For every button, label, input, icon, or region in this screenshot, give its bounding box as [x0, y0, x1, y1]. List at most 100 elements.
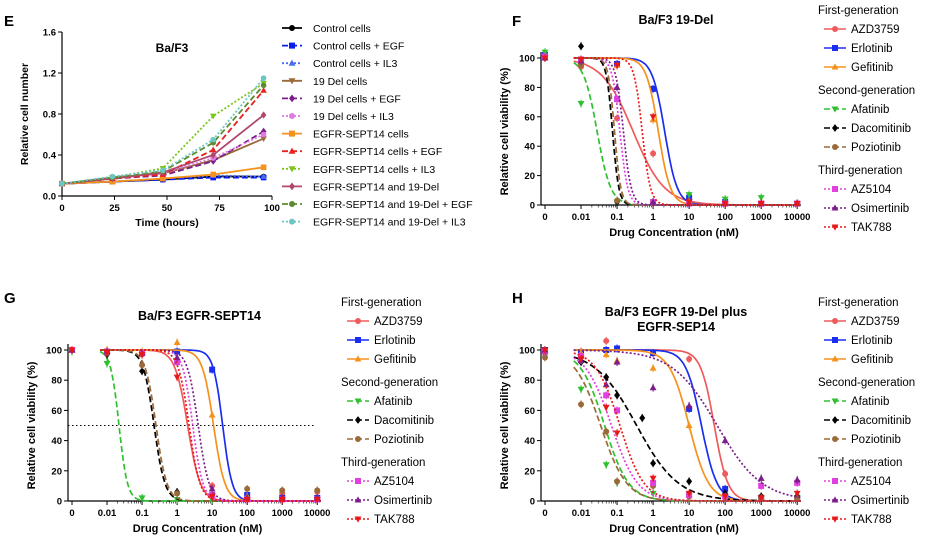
panel-f-legend-group: Third-generation — [818, 165, 902, 177]
panel-f-legend-label: TAK788 — [851, 222, 892, 234]
panel-g-x-tick-label: 10 — [207, 508, 218, 519]
panel-e-data-point — [210, 157, 216, 165]
panel-e-legend-marker — [289, 130, 295, 137]
panel-h-x-tick-label: 10 — [684, 508, 695, 519]
panel-h-x-tick-label: 0.01 — [572, 508, 591, 519]
panel-h-data-point — [722, 485, 729, 492]
panel-f-legend-marker — [832, 144, 838, 150]
panel-h-data-point — [602, 462, 610, 469]
panel-h-data-point — [757, 474, 765, 481]
panel-g-series-erlotinib — [69, 346, 321, 502]
panel-h-legend-label: AZD3759 — [851, 316, 900, 328]
panel-e-data-point — [260, 87, 267, 93]
panel-g-data-point — [208, 485, 216, 492]
panel-h-data-point — [577, 386, 585, 393]
panel-f-legend-entry: TAK788 — [824, 222, 892, 234]
panel-f-series-azd3759 — [542, 52, 801, 208]
panel-f-legend-label: AZD3759 — [851, 24, 900, 36]
panel-f-legend-label: Dacomitinib — [851, 123, 911, 135]
panel-h-fit-curve — [573, 352, 801, 502]
panel-e-data-point — [260, 82, 267, 89]
panel-h-data-point — [722, 470, 729, 477]
panel-h-legend-group: Second-generation — [818, 377, 915, 389]
panel-g-legend-marker — [354, 496, 362, 503]
panel-e-legend-marker — [288, 78, 296, 85]
panel-g-data-point — [243, 496, 251, 504]
panel-e-legend-marker — [289, 25, 295, 31]
panel-e-data-point — [210, 171, 216, 178]
panel-h-legend-marker — [831, 398, 839, 405]
panel-e-legend-marker — [289, 201, 295, 207]
panel-h-legend-marker — [831, 516, 839, 523]
panel-e-x-tick-label: 0 — [59, 203, 64, 214]
panel-h-data-point — [685, 402, 693, 409]
panel-g-x-tick-label: 100 — [239, 508, 255, 519]
panel-g-data-point — [174, 348, 181, 355]
panel-f-fit-curve — [573, 57, 801, 206]
panel-h-x-tick-label: 10000 — [784, 508, 810, 519]
panel-g-legend-marker — [354, 398, 362, 405]
panel-f-legend-marker — [831, 224, 839, 231]
panel-g-data-point — [173, 374, 181, 381]
panel-e-legend-entry: EGFR-SEPT14 cells + IL3 — [282, 164, 435, 176]
panel-e-data-point — [260, 164, 267, 171]
panel-e-legend-entry: Control cells + IL3 — [282, 58, 397, 70]
panel-g-legend-label: TAK788 — [374, 514, 415, 526]
panel-f-legend-entry: AZD3759 — [824, 24, 900, 36]
panel-g-fit-curve — [100, 349, 321, 502]
panel-h-legend-marker — [831, 496, 839, 503]
panel-h-legend-marker — [832, 416, 838, 424]
panel-f-legend-entry: Dacomitinib — [824, 123, 911, 135]
panel-f-legend-marker — [832, 186, 838, 192]
panel-g-legend-label: AZD3759 — [374, 316, 423, 328]
panel-g-legend-entry: AZ5104 — [347, 476, 415, 488]
panel-h-data-point — [577, 356, 585, 363]
panel-h-x-label: Drug Concentration (nM) — [609, 523, 739, 535]
panel-g-fit-curve — [100, 349, 321, 502]
panel-f-series-az5104 — [542, 52, 801, 208]
panel-f-legend-entry: Osimertinib — [824, 203, 909, 215]
panel-e-data-point — [210, 151, 216, 159]
panel-e-legend-entry: EGFR-SEPT14 and 19-Del + EGF — [282, 199, 473, 211]
panel-g-legend-entry: Dacomitinib — [347, 415, 434, 427]
panel-f-legend-label: Osimertinib — [851, 203, 909, 215]
panel-g-legend-marker — [354, 516, 362, 523]
panel-h-y-tick-label: 80 — [524, 376, 535, 387]
panel-h-data-point — [613, 430, 621, 437]
panel-g-x-tick-label: 10000 — [304, 508, 330, 519]
panel-f-data-point — [578, 62, 585, 69]
panel-h-data-point — [649, 364, 657, 371]
panel-h-data-point — [542, 354, 548, 361]
panel-e-legend-label: EGFR-SEPT14 and 19-Del + EGF — [313, 199, 473, 211]
panel-h-legend-label: AZ5104 — [851, 476, 892, 488]
panel-e-legend-label: EGFR-SEPT14 and 19-Del + IL3 — [313, 217, 466, 229]
panel-e-legend-entry: 19 Del cells — [282, 76, 367, 88]
panel-e-legend-label: 19 Del cells + EGF — [313, 93, 401, 105]
panel-f-y-tick-label: 40 — [524, 142, 535, 153]
panel-h-data-point — [649, 475, 657, 482]
panel-h-legend-entry: Afatinib — [824, 396, 889, 408]
panel-h-y-tick-label: 100 — [519, 346, 535, 357]
panel-e-y-tick-label: 1.6 — [43, 28, 56, 39]
panel-f-series-erlotinib — [542, 51, 801, 208]
panel-e-legend-entry: EGFR-SEPT14 cells — [282, 129, 409, 141]
panel-h-x-tick-label: 0.1 — [610, 508, 624, 519]
panel-e-data-point — [209, 146, 217, 153]
panel-h-legend-marker — [832, 318, 838, 324]
panel-f-x-tick-label: 1000 — [751, 212, 772, 223]
panel-g-data-point — [313, 496, 321, 504]
panel-e-data-point — [260, 131, 267, 138]
panel-f-y-label: Relative cell viability (%) — [499, 67, 511, 195]
panel-e-legend-marker — [288, 59, 296, 66]
panel-e-x-tick-label: 50 — [162, 203, 173, 214]
panel-g-data-point — [208, 411, 216, 418]
panel-f-x-tick-label: 10 — [684, 212, 695, 223]
panel-f-data-point — [578, 42, 585, 51]
panel-g-legend-label: Erlotinib — [374, 335, 416, 347]
panel-h-y-label: Relative cell viability (%) — [499, 361, 511, 489]
panel-g-legend-group: First-generation — [341, 297, 422, 309]
panel-f-legend-entry: Erlotinib — [824, 43, 893, 55]
panel-g-y-tick-label: 100 — [46, 346, 62, 357]
